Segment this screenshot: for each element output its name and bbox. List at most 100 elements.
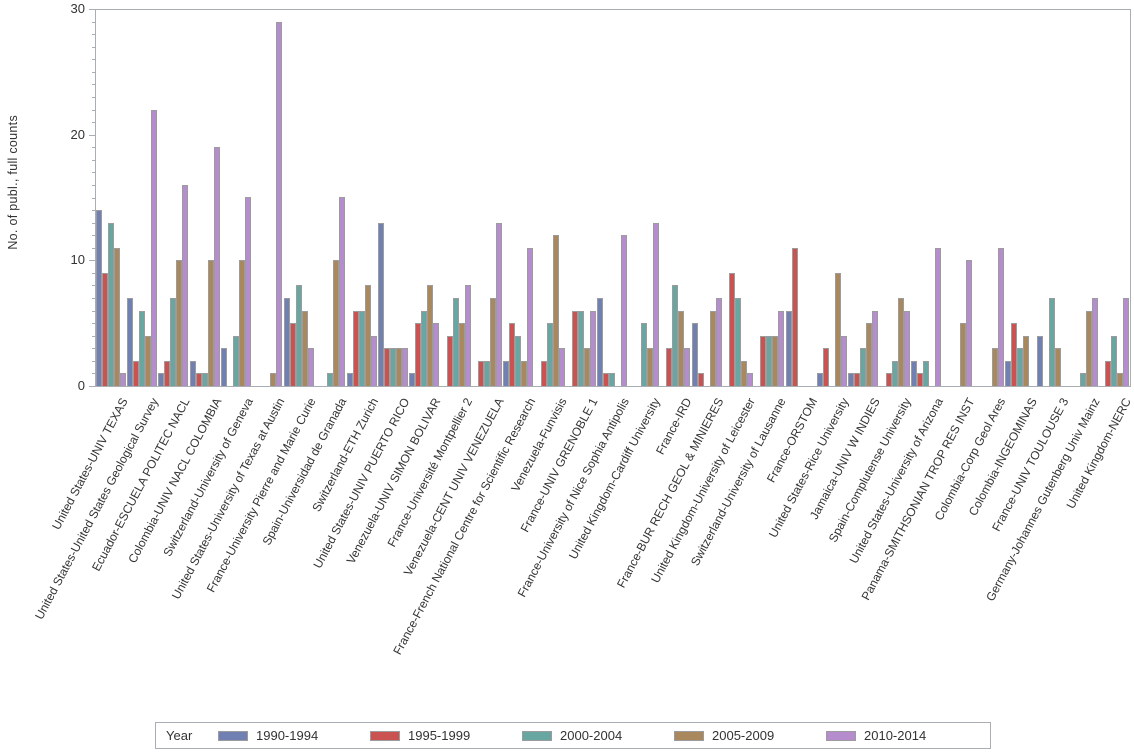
y-minor-tick	[92, 373, 95, 374]
bar-2005-2009-Colombia-Corp Geol Ares	[991, 348, 998, 386]
bar-group	[346, 9, 377, 386]
bar-group	[754, 9, 785, 386]
bar-1995-1999-Venezuela-UNIV SIMON BOLIVAR	[415, 323, 422, 386]
bar-slot	[778, 311, 785, 386]
bar-2010-2014-France-University of Nice Sophia Antipolis	[621, 235, 628, 386]
bar-slot	[552, 235, 559, 386]
bar-2005-2009-Venezuela-Funvisis	[552, 235, 559, 386]
bar-group	[816, 9, 848, 386]
bar-group	[848, 9, 879, 386]
legend-swatch-icon	[826, 730, 856, 741]
bar-2005-2009-France-French National Centre for Scientific Research	[521, 361, 528, 386]
bar-group	[283, 9, 314, 386]
y-minor-tick	[92, 47, 95, 48]
bar-2010-2014-France-BUR RECH GEOL & MINIERES	[715, 298, 722, 386]
bar-1990-1994-France-French National Centre for Scientific Research	[503, 361, 510, 386]
bar-group	[377, 9, 408, 386]
bar-slot	[107, 223, 114, 386]
bar-group	[691, 9, 722, 386]
bar-2010-2014-France-IRD	[684, 348, 691, 386]
y-tick-label: 10	[70, 252, 85, 267]
bar-slot	[854, 373, 861, 386]
bar-slot	[370, 336, 377, 386]
y-minor-tick	[92, 285, 95, 286]
bar-group	[565, 9, 597, 386]
bar-2000-2004-United Kingdom-University of Leicester	[734, 298, 741, 386]
bar-slot	[766, 336, 773, 386]
bar-1990-1994-Ecuador-ESCUELA POLITEC NACL	[158, 373, 165, 386]
bar-slot	[684, 348, 691, 386]
bar-slot	[666, 348, 673, 386]
bar-1995-1999-United States-University of Arizona	[917, 373, 924, 386]
bar-1995-1999-France-ORSTOM	[791, 248, 798, 386]
y-major-tick	[89, 9, 95, 10]
bar-2000-2004-Switzerland-University of Lausanne	[766, 336, 773, 386]
y-minor-tick	[92, 97, 95, 98]
bar-1990-1994-United States-UNIV TEXAS	[95, 210, 102, 386]
y-minor-tick	[92, 323, 95, 324]
bar-group	[628, 9, 659, 386]
legend-label: 2010-2014	[864, 728, 927, 743]
bar-1995-1999-United Kingdom-NERC	[1105, 361, 1112, 386]
bar-slot	[478, 361, 485, 386]
bar-2010-2014-United Kingdom-Cardiff University	[652, 223, 659, 386]
bar-slot	[1017, 348, 1024, 386]
bar-slot	[133, 361, 140, 386]
bar-2010-2014-Panama-SMITHSONIAN TROP RES INST	[966, 260, 973, 386]
bar-slot	[421, 311, 428, 386]
bar-2010-2014-France-French National Centre for Scientific Research	[527, 248, 534, 386]
bar-2005-2009-Spain-Complutense University	[897, 298, 904, 386]
bar-2010-2014-Switzerland-University of Geneva	[245, 197, 252, 386]
y-axis-title: No. of publ., full counts	[6, 115, 20, 250]
bar-slot	[207, 260, 214, 386]
bar-slot	[652, 223, 659, 386]
bar-group	[409, 9, 440, 386]
bar-slot	[997, 248, 1004, 386]
bar-slot	[307, 348, 314, 386]
bar-group	[1036, 9, 1067, 386]
y-tick-label: 20	[70, 127, 85, 142]
bar-slot	[891, 361, 898, 386]
bar-1995-1999-Switzerland-University of Lausanne	[760, 336, 767, 386]
bar-slot	[139, 311, 146, 386]
bar-slot	[182, 185, 189, 386]
bar-slot	[841, 336, 848, 386]
bar-slot	[364, 285, 371, 386]
bar-slot	[584, 348, 591, 386]
bar-1990-1994-France-University Pierre and Marie Curie	[283, 298, 290, 386]
bar-slot	[409, 373, 416, 386]
bar-slot	[327, 373, 334, 386]
bar-2010-2014-United Kingdom-University of Leicester	[746, 373, 753, 386]
y-minor-tick	[92, 59, 95, 60]
y-minor-tick	[92, 122, 95, 123]
bar-1995-1999-United States-UNIV TEXAS	[101, 273, 108, 386]
bar-slot	[772, 336, 779, 386]
bar-1995-1999-France-French National Centre for Scientific Research	[509, 323, 516, 386]
bar-1995-1999-United States-United States Geological Survey	[133, 361, 140, 386]
bar-1995-1999-Venezuela-Funvisis	[540, 361, 547, 386]
bar-2005-2009-Switzerland-University of Geneva	[239, 260, 246, 386]
bar-slot	[119, 373, 126, 386]
bar-slot	[1048, 298, 1055, 386]
bar-1995-1999-France-University Pierre and Marie Curie	[289, 323, 296, 386]
plot-area	[95, 9, 1130, 386]
bar-group	[1005, 9, 1036, 386]
y-minor-tick	[92, 348, 95, 349]
bar-2010-2014-Switzerland-University of Lausanne	[778, 311, 785, 386]
bar-slot	[346, 373, 353, 386]
bar-2000-2004-France-UNIV GRENOBLE 1	[578, 311, 585, 386]
bar-2005-2009-France-UNIV GRENOBLE 1	[584, 348, 591, 386]
bar-2000-2004-United Kingdom-Cardiff University	[640, 323, 647, 386]
bar-2010-2014-Germany-Johannes Gutenberg Univ Mainz	[1091, 298, 1098, 386]
bar-group	[785, 9, 816, 386]
bar-1995-1999-Switzerland-ETH Zurich	[352, 311, 359, 386]
bar-2005-2009-Ecuador-ESCUELA POLITEC NACL	[176, 260, 183, 386]
bar-1995-1999-Jamaica-UNIV W INDIES	[854, 373, 861, 386]
legend-swatch-icon	[522, 730, 552, 741]
bar-2000-2004-France-French National Centre for Scientific Research	[515, 336, 522, 386]
bar-2005-2009-Germany-Johannes Gutenberg Univ Mainz	[1085, 311, 1092, 386]
bar-slot	[239, 260, 246, 386]
bar-slot	[791, 248, 798, 386]
bar-slot	[352, 311, 359, 386]
bar-slot	[991, 348, 998, 386]
